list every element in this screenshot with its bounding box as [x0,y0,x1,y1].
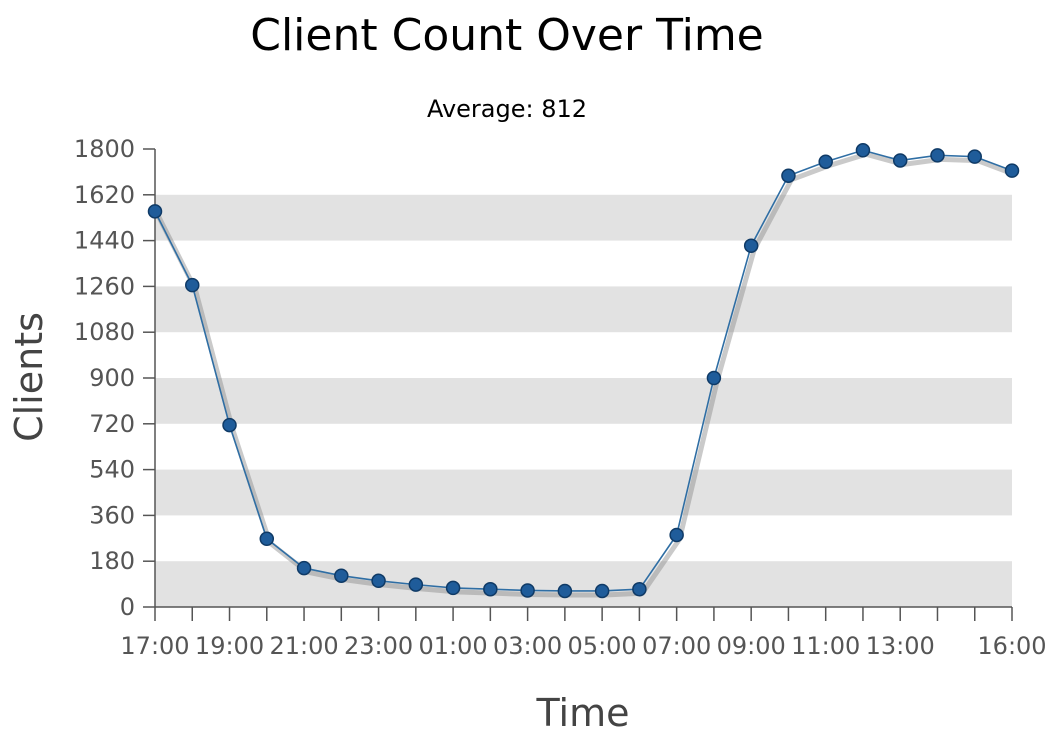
chart-title: Client Count Over Time [250,10,764,61]
y-tick-label: 180 [89,547,135,575]
data-point [296,560,312,576]
x-tick-label: 11:00 [791,632,860,660]
x-axis-label: Time [536,691,630,735]
data-point [222,417,237,433]
data-point [706,370,722,386]
x-tick-label: 09:00 [717,632,786,660]
data-point [520,583,535,598]
data-point [557,583,573,599]
x-tick-label: 23:00 [344,632,413,660]
y-tick-label: 1440 [74,227,135,255]
x-ticks: 17:00 19:00 21:00 23:00 01:00 03:00 05:00 07:00… [120,607,1047,660]
data-point [185,277,200,293]
grid-band [155,561,1012,607]
grid-bands [155,194,1012,607]
y-tick-label: 0 [120,593,135,621]
data-point [818,154,833,169]
data-point [1004,163,1020,178]
grid-band [155,194,1012,241]
data-point [371,573,386,589]
y-tick-label: 900 [89,364,135,392]
y-tick-label: 720 [89,410,135,438]
data-point [967,149,982,164]
grid-band [155,286,1012,333]
data-point [445,580,461,596]
data-point [892,153,908,168]
data-point [855,143,871,158]
data-point [259,531,275,547]
grid-band [155,469,1012,516]
x-tick-label: 17:00 [120,632,189,660]
data-point [334,568,349,583]
y-tick-label: 1620 [74,181,135,209]
y-tick-label: 540 [89,456,135,484]
x-tick-label: 16:00 [977,632,1046,660]
x-tick-label: 05:00 [568,632,637,660]
x-tick-label: 13:00 [866,632,935,660]
x-tick-label: 19:00 [195,632,264,660]
data-point [930,148,945,163]
y-tick-label: 360 [89,501,135,529]
y-axis-label: Clients [7,312,51,442]
data-point [483,581,498,597]
x-tick-label: 21:00 [269,632,338,660]
x-tick-label: 07:00 [642,632,711,660]
grid-band [155,378,1012,424]
data-point [408,577,424,592]
y-tick-label: 1800 [74,135,135,163]
data-point [147,204,163,219]
series-group [147,143,1020,599]
data-point [781,168,796,183]
x-tick-label: 03:00 [493,632,562,660]
data-point [632,581,647,597]
data-point [669,527,684,543]
chart-subtitle: Average: 812 [427,95,587,123]
x-tick-label: 01:00 [419,632,488,660]
y-ticks: 0 180 360 540 720 900 1080 1260 1440 1620 1800 [74,135,155,621]
y-tick-label: 1080 [74,318,135,346]
data-point [594,583,610,599]
y-tick-label: 1260 [74,272,135,300]
data-point [743,238,759,253]
